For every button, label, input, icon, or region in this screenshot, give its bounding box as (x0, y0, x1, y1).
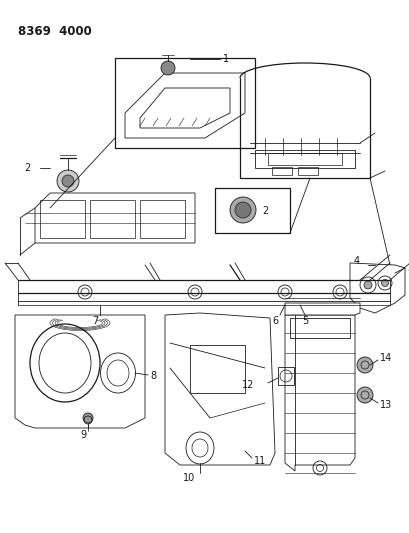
Text: 7: 7 (92, 316, 98, 326)
Text: 2: 2 (24, 163, 30, 173)
Bar (289, 318, 349, 338)
Bar (40, 200, 85, 238)
Circle shape (83, 413, 93, 423)
Circle shape (363, 281, 371, 289)
Text: 10: 10 (182, 473, 195, 483)
Text: 2: 2 (261, 206, 267, 216)
Text: 9: 9 (80, 430, 86, 440)
Circle shape (229, 197, 255, 223)
Bar (297, 167, 317, 175)
Bar (267, 153, 341, 165)
Text: 14: 14 (379, 353, 391, 363)
Bar (189, 345, 245, 393)
Text: 8369  4000: 8369 4000 (18, 25, 92, 38)
Bar (139, 200, 184, 238)
Polygon shape (15, 315, 145, 428)
Bar (254, 150, 354, 168)
Circle shape (380, 279, 388, 287)
Polygon shape (284, 315, 354, 471)
Polygon shape (125, 73, 245, 138)
Text: 3: 3 (406, 263, 409, 273)
Circle shape (356, 357, 372, 373)
Polygon shape (284, 303, 359, 315)
Polygon shape (164, 313, 274, 465)
Circle shape (161, 61, 175, 75)
Circle shape (62, 175, 74, 187)
Circle shape (57, 170, 79, 192)
Bar (277, 367, 293, 385)
Text: 12: 12 (241, 380, 254, 390)
Text: 8: 8 (150, 371, 156, 381)
Polygon shape (35, 193, 195, 243)
Bar (115, 58, 254, 148)
Bar (214, 188, 289, 233)
Text: 5: 5 (301, 316, 308, 326)
Text: 6: 6 (271, 316, 277, 326)
Circle shape (356, 387, 372, 403)
Circle shape (234, 202, 250, 218)
Text: 11: 11 (254, 456, 265, 466)
Text: 1: 1 (222, 54, 229, 64)
Text: 13: 13 (379, 400, 391, 410)
Bar (271, 167, 291, 175)
Text: 4: 4 (353, 256, 359, 266)
Polygon shape (349, 263, 404, 313)
Bar (90, 200, 135, 238)
